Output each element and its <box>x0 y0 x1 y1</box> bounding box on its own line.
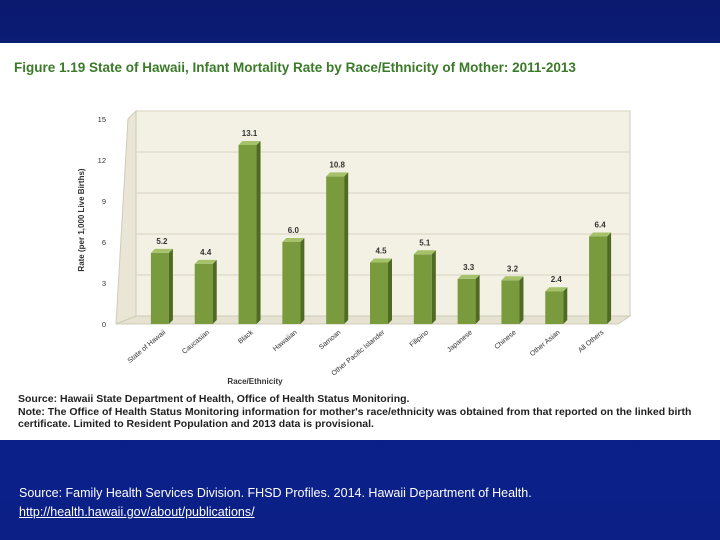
bar-value-label: 3.2 <box>507 264 519 273</box>
bar-top-face <box>501 276 524 281</box>
bar <box>457 278 476 324</box>
bar-top-face <box>413 250 436 255</box>
footer-citation: Source: Family Health Services Division.… <box>19 486 532 500</box>
footer-url-link[interactable]: http://health.hawaii.gov/about/publicati… <box>19 505 255 519</box>
bar-side-face <box>344 172 349 324</box>
x-tick-label: Filipino <box>409 329 431 349</box>
chart-title: Figure 1.19 State of Hawaii, Infant Mort… <box>14 60 576 75</box>
y-tick-label: 15 <box>98 115 106 124</box>
bar-side-face <box>519 276 524 324</box>
bar <box>282 242 301 324</box>
figure-source-note: Source: Hawaii State Department of Healt… <box>18 393 410 405</box>
chart-side-wall <box>115 109 137 325</box>
y-tick-label: 0 <box>102 320 106 329</box>
x-tick-label: Chinese <box>494 329 518 351</box>
bar-top-face <box>150 248 173 253</box>
x-tick-label: All Others <box>577 329 605 354</box>
figure-notes: Source: Hawaii State Department of Healt… <box>18 393 708 431</box>
bar-side-face <box>607 232 612 324</box>
figure-panel: Figure 1.19 State of Hawaii, Infant Mort… <box>0 43 720 440</box>
bar-side-face <box>300 238 305 324</box>
bar <box>194 263 213 324</box>
x-tick-label: Samoan <box>318 329 343 351</box>
bar-value-label: 3.3 <box>463 263 475 272</box>
bar-side-face <box>168 248 173 324</box>
bar-top-face <box>194 259 217 264</box>
bar <box>370 262 388 324</box>
slide-footer: Source: Family Health Services Division.… <box>19 484 709 522</box>
bar-value-label: 4.5 <box>375 247 387 256</box>
y-tick-label: 3 <box>102 279 106 288</box>
bar-value-label: 5.2 <box>156 237 168 246</box>
bar-side-face <box>475 274 480 324</box>
bar <box>545 291 564 324</box>
bar-value-label: 5.1 <box>419 238 431 247</box>
bar <box>589 236 608 324</box>
x-tick-label: Japanese <box>446 329 474 354</box>
bar-top-face <box>457 274 480 279</box>
bar <box>238 144 257 324</box>
bar-top-face <box>589 232 612 237</box>
bar-value-label: 6.0 <box>288 226 300 235</box>
x-tick-label: Black <box>237 329 255 346</box>
x-tick-label: Hawaiian <box>272 329 299 353</box>
x-tick-label: Caucasian <box>181 329 211 356</box>
bar-chart: 0 3 6 9 12 15 5.2 State of Hawaii 4.4 Caucasian 13… <box>77 109 632 386</box>
bar-value-label: 10.8 <box>329 160 345 169</box>
bar-top-face <box>238 140 261 145</box>
y-tick-label: 9 <box>102 197 106 206</box>
x-tick-label: State of Hawaii <box>127 329 168 365</box>
bar-side-face <box>212 259 217 324</box>
bar <box>501 280 520 324</box>
bar-top-face <box>282 238 305 242</box>
bar-value-label: 2.4 <box>551 275 563 284</box>
bar-value-label: 6.4 <box>595 221 607 230</box>
bar-value-label: 4.4 <box>200 248 212 257</box>
bar-side-face <box>563 287 568 324</box>
bar-side-face <box>431 250 436 324</box>
x-axis-title: Race/Ethnicity <box>227 377 283 386</box>
bar-top-face <box>326 172 349 177</box>
x-tick-label: Other Asian <box>529 329 562 358</box>
y-axis-title: Rate (per 1,000 Live Births) <box>77 168 86 271</box>
y-tick-label: 6 <box>102 238 106 247</box>
bar-side-face <box>388 258 392 324</box>
bar-side-face <box>256 140 261 324</box>
bar <box>150 252 169 324</box>
bar-top-face <box>545 287 568 292</box>
bar <box>326 176 345 324</box>
figure-footnote: Note: The Office of Health Status Monito… <box>18 405 692 431</box>
bar-value-label: 13.1 <box>242 129 258 138</box>
y-tick-label: 12 <box>98 156 106 165</box>
bar <box>413 254 432 324</box>
bar-top-face <box>370 258 392 263</box>
